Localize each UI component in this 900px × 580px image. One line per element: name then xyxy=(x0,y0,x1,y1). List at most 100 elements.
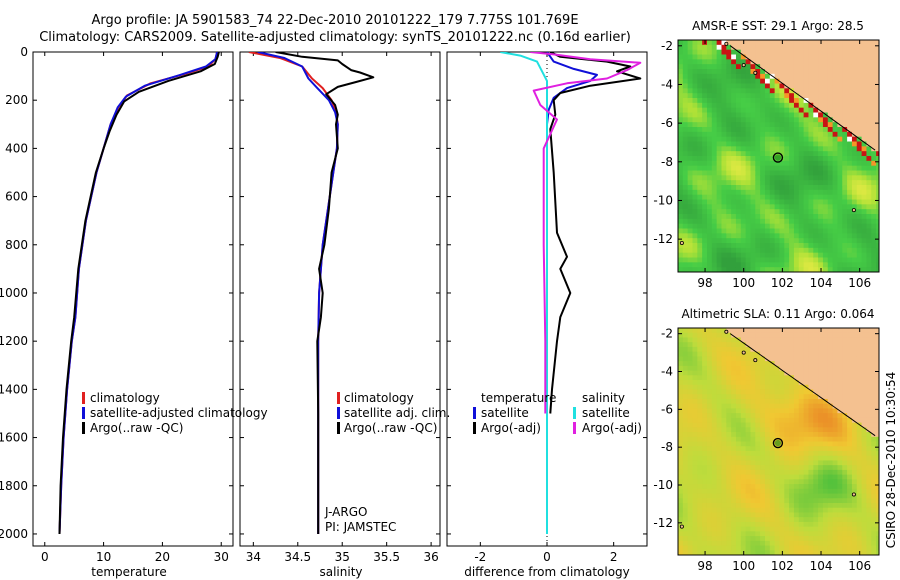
map-cell xyxy=(871,151,877,157)
map-cell xyxy=(687,257,694,263)
map-cell xyxy=(760,93,766,99)
map-cell xyxy=(702,479,708,485)
map-cell xyxy=(827,214,834,220)
map-cell xyxy=(678,398,684,405)
map-cell xyxy=(876,413,879,419)
map-cell xyxy=(711,98,718,104)
map-cell xyxy=(740,141,747,147)
map-cell xyxy=(702,156,708,162)
map-cell xyxy=(793,117,800,123)
map-cell xyxy=(784,526,790,532)
map-cell xyxy=(866,502,872,509)
map-cell xyxy=(706,122,713,128)
map-cell xyxy=(678,361,684,367)
map-cell xyxy=(827,98,834,104)
map-cell xyxy=(876,223,879,230)
map-cell xyxy=(847,384,853,391)
map-cell xyxy=(735,112,742,118)
map-cell xyxy=(789,233,795,239)
map-cell xyxy=(682,78,689,85)
map-cell xyxy=(808,204,814,210)
map-cell xyxy=(760,384,766,391)
map-cell xyxy=(813,465,819,471)
map-cell xyxy=(735,233,742,239)
map-cell xyxy=(808,170,814,176)
map-cell xyxy=(764,214,771,220)
map-cell xyxy=(784,455,790,462)
map-cell xyxy=(774,408,781,414)
map-cell xyxy=(726,122,732,128)
map-cell xyxy=(803,194,810,201)
map-cell xyxy=(697,199,703,205)
map-cell xyxy=(702,455,708,462)
map-cell xyxy=(687,78,694,85)
map-cell xyxy=(866,441,872,447)
map-cell xyxy=(764,59,771,65)
map-cell xyxy=(866,127,872,133)
map-cell xyxy=(822,156,829,162)
map-cell xyxy=(784,550,790,555)
map-cell xyxy=(866,389,872,395)
map-cell xyxy=(740,342,747,348)
map-cell xyxy=(750,436,756,443)
map-cell xyxy=(726,59,732,65)
map-cell xyxy=(818,78,824,85)
map-cell xyxy=(808,127,814,133)
map-cell xyxy=(793,199,800,205)
map-cell xyxy=(682,88,689,94)
map-cell xyxy=(779,49,785,56)
map-cell xyxy=(740,469,747,476)
map-cell xyxy=(721,417,727,424)
map-cell xyxy=(716,107,723,114)
map-cell xyxy=(745,267,752,272)
map-cell xyxy=(789,517,795,523)
map-cell xyxy=(803,262,810,268)
map-cell xyxy=(687,337,694,343)
map-cell xyxy=(726,49,732,56)
map-cell xyxy=(692,446,698,452)
map-cell xyxy=(764,507,771,514)
map-cell xyxy=(740,545,747,551)
map-cell xyxy=(745,417,752,424)
map-cell xyxy=(842,531,848,537)
map-cell xyxy=(745,517,752,523)
map-cell xyxy=(856,356,863,362)
map-cell xyxy=(818,218,824,225)
map-cell xyxy=(842,450,848,457)
map-cell xyxy=(784,131,790,138)
map-cell xyxy=(682,328,689,334)
map-cell xyxy=(798,550,805,555)
map-cell xyxy=(779,361,785,367)
map-cell xyxy=(764,189,771,196)
map-cell xyxy=(697,408,703,414)
map-cell xyxy=(808,189,814,196)
map-cell xyxy=(731,408,737,414)
map-cell xyxy=(808,375,814,381)
map-cell xyxy=(789,127,795,133)
map-cell xyxy=(813,218,819,225)
argo-float-marker xyxy=(772,437,784,449)
map-cell xyxy=(876,351,879,357)
map-cell xyxy=(716,450,723,457)
map-cell xyxy=(721,112,727,118)
map-cell xyxy=(735,484,742,490)
map-cell xyxy=(803,465,810,471)
map-cell xyxy=(789,493,795,499)
map-cell xyxy=(871,54,877,60)
map-cell xyxy=(711,214,718,220)
map-cell xyxy=(721,398,727,405)
map-cell xyxy=(678,540,684,547)
map-cell xyxy=(847,189,853,196)
map-cell xyxy=(871,427,877,433)
map-cell xyxy=(866,209,872,215)
map-cell xyxy=(832,69,839,75)
map-cell xyxy=(851,98,858,104)
map-cell xyxy=(721,493,727,499)
map-cell xyxy=(856,441,863,447)
map-cell xyxy=(861,365,868,372)
x-tick-label: 36 xyxy=(423,550,438,564)
map-cell xyxy=(774,189,781,196)
map-cell xyxy=(764,422,771,428)
map-cell xyxy=(711,44,718,51)
